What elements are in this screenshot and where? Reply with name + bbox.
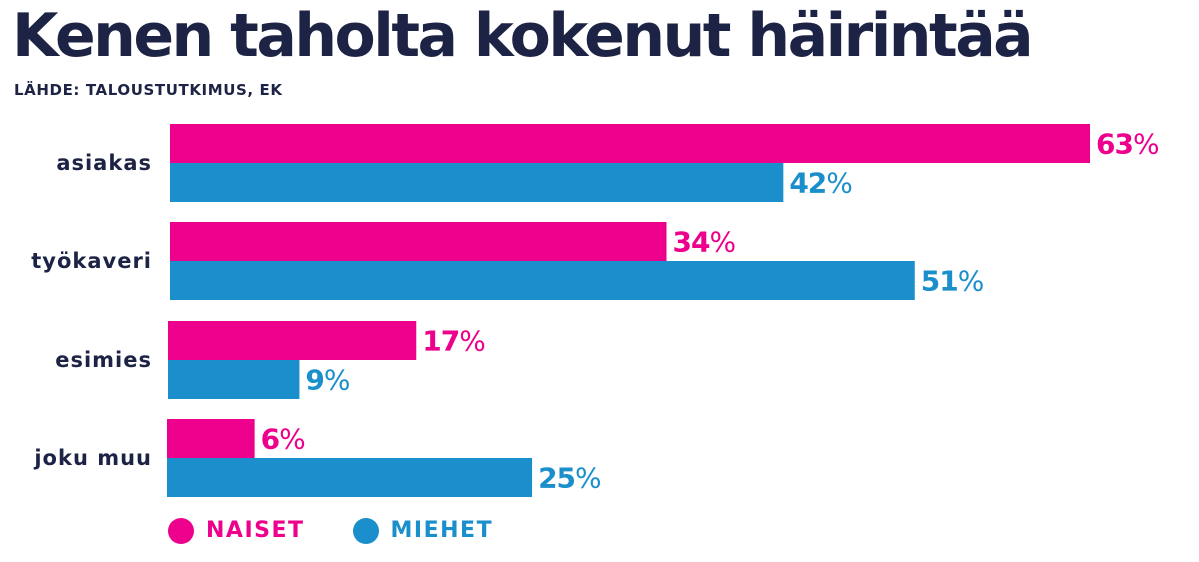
value-percent-sign: %: [279, 423, 305, 456]
value-label-naiset: 63%: [1096, 128, 1159, 161]
bar-naiset: [170, 222, 667, 261]
value-number: 6: [261, 423, 279, 456]
legend-item-miehet: MIEHET: [352, 518, 494, 544]
value-percent-sign: %: [324, 364, 350, 397]
value-percent-sign: %: [1133, 128, 1159, 161]
legend-label-naiset: NAISET: [206, 518, 305, 543]
bar-naiset: [167, 419, 255, 458]
bar-miehet: [170, 163, 784, 202]
legend-dot-naiset: [168, 518, 194, 544]
value-number: 9: [305, 364, 323, 397]
category-label: asiakas: [56, 151, 152, 175]
legend: NAISET MIEHET: [168, 518, 493, 544]
bar-naiset: [168, 321, 417, 360]
bar-miehet: [168, 360, 300, 399]
value-number: 42: [789, 167, 826, 200]
value-percent-sign: %: [459, 325, 485, 358]
chart-title: Kenen taholta kokenut häirintää: [12, 1, 1034, 71]
value-label-naiset: 17%: [422, 325, 485, 358]
category-label: esimies: [55, 348, 152, 372]
value-number: 51: [921, 265, 958, 298]
legend-label-miehet: MIEHET: [390, 518, 494, 543]
legend-item-naiset: NAISET: [168, 518, 305, 544]
bar-naiset: [170, 124, 1090, 163]
value-label-naiset: 6%: [261, 423, 305, 456]
bar-miehet: [167, 458, 533, 497]
value-percent-sign: %: [575, 462, 601, 495]
value-number: 25: [538, 462, 575, 495]
value-number: 34: [673, 226, 710, 259]
value-label-miehet: 51%: [921, 265, 984, 298]
value-percent-sign: %: [709, 226, 735, 259]
value-percent-sign: %: [958, 265, 984, 298]
chart-source: LÄHDE: TALOUSTUTKIMUS, EK: [14, 81, 283, 99]
value-label-miehet: 25%: [538, 462, 601, 495]
category-label: joku muu: [33, 446, 152, 470]
value-number: 63: [1096, 128, 1133, 161]
value-percent-sign: %: [826, 167, 852, 200]
legend-dot-miehet: [352, 518, 379, 544]
category-label: työkaveri: [31, 249, 152, 273]
value-label-miehet: 42%: [789, 167, 852, 200]
bar-miehet: [170, 261, 915, 300]
value-label-naiset: 34%: [673, 226, 736, 259]
value-label-miehet: 9%: [305, 364, 349, 397]
value-number: 17: [422, 325, 459, 358]
